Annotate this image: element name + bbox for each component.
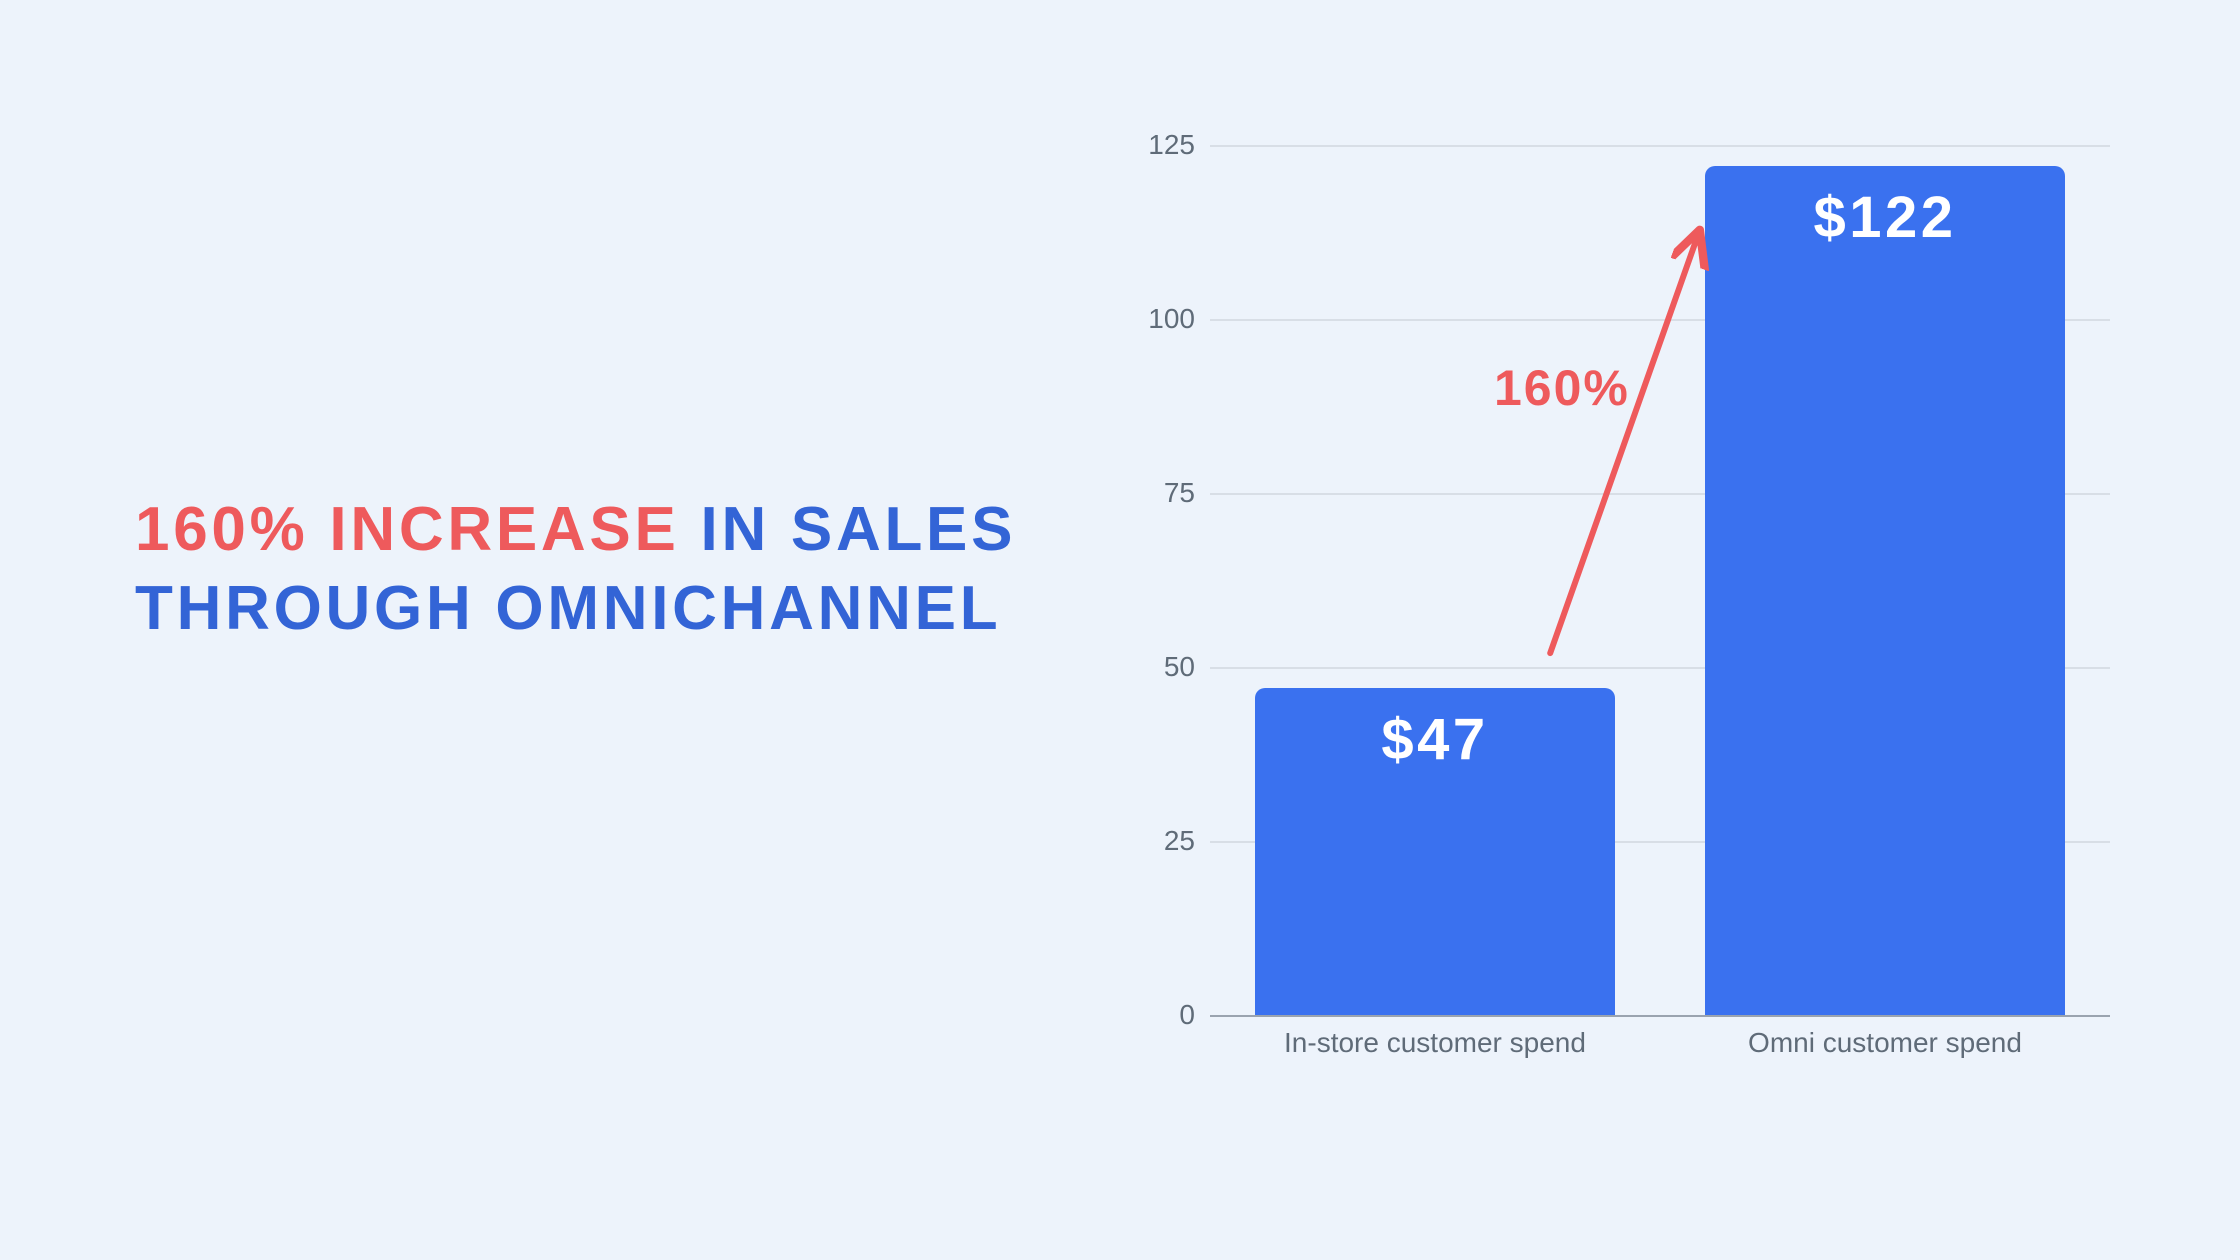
axis-baseline — [1210, 1015, 2110, 1017]
x-tick-label: Omni customer spend — [1705, 1027, 2065, 1059]
y-tick-label: 100 — [1115, 303, 1195, 335]
increase-annotation: 160% — [1494, 359, 1630, 417]
plot-area: 0255075100125$47In-store customer spend$… — [1210, 145, 2110, 1015]
headline-accent: 160% INCREASE — [135, 495, 680, 564]
gridline — [1210, 145, 2110, 147]
slide: 160% INCREASE IN SALES THROUGH OMNICHANN… — [0, 0, 2240, 1260]
y-tick-label: 0 — [1115, 999, 1195, 1031]
y-tick-label: 25 — [1115, 825, 1195, 857]
bar: $122 — [1705, 166, 2065, 1015]
x-tick-label: In-store customer spend — [1255, 1027, 1615, 1059]
y-tick-label: 125 — [1115, 129, 1195, 161]
sales-bar-chart: 0255075100125$47In-store customer spend$… — [1100, 145, 2110, 1075]
bar: $47 — [1255, 688, 1615, 1015]
bar-value-label: $47 — [1255, 706, 1615, 773]
y-tick-label: 50 — [1115, 651, 1195, 683]
bar-value-label: $122 — [1705, 184, 2065, 251]
headline: 160% INCREASE IN SALES THROUGH OMNICHANN… — [135, 490, 1035, 649]
y-tick-label: 75 — [1115, 477, 1195, 509]
